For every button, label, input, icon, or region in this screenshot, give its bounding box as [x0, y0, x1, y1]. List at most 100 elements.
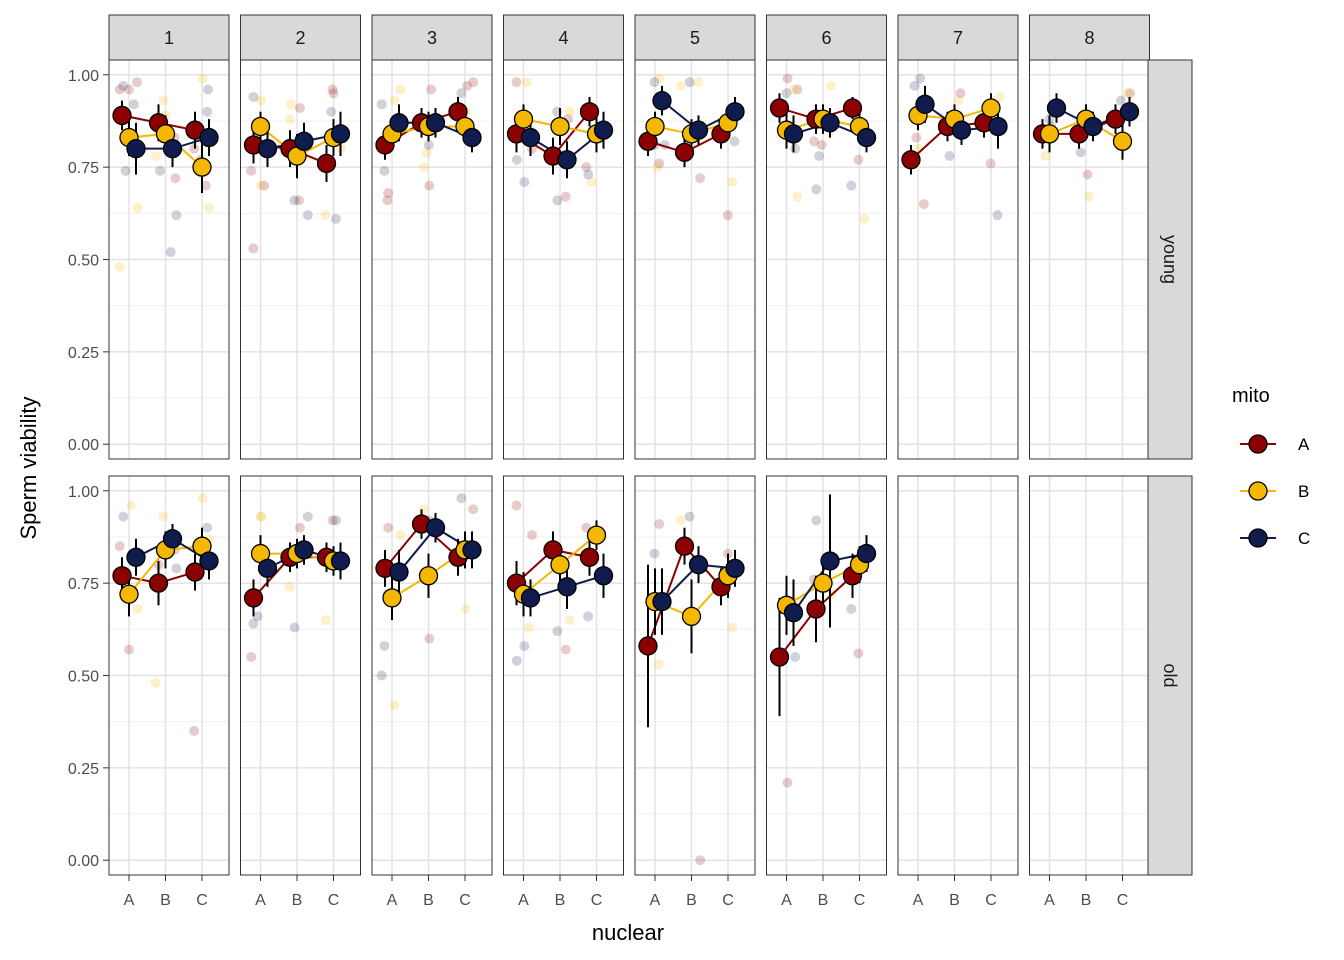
raw-point: [911, 132, 922, 143]
raw-point: [202, 106, 213, 117]
raw-point: [727, 622, 738, 633]
legend: mito A B C: [1232, 385, 1310, 548]
x-tick-label: B: [949, 892, 960, 909]
raw-point: [583, 611, 594, 622]
raw-point: [695, 173, 706, 184]
raw-point: [424, 180, 435, 191]
mean-point: [856, 127, 877, 148]
raw-point: [468, 77, 479, 88]
raw-point: [729, 136, 740, 147]
raw-point: [259, 180, 270, 191]
y-axis-title: Sperm viability: [16, 396, 41, 539]
raw-point: [379, 165, 390, 176]
mean-point: [1119, 102, 1140, 122]
legend-label: A: [1298, 435, 1310, 454]
raw-point: [909, 80, 920, 91]
column-strip: [1029, 14, 1150, 61]
mean-point: [557, 577, 577, 597]
x-axis-title: nuclear: [592, 920, 664, 945]
raw-point: [376, 99, 387, 110]
mean-point: [856, 543, 877, 564]
x-tick-label: A: [650, 892, 661, 909]
mean-point: [638, 636, 658, 656]
column-strip-label: 3: [427, 28, 437, 48]
y-tick-label: 0.25: [68, 761, 99, 778]
panel-border: [503, 475, 624, 876]
raw-point: [782, 73, 793, 84]
mean-point: [645, 116, 665, 137]
mean-point: [1039, 124, 1060, 144]
mean-point: [148, 573, 169, 593]
panel-border: [240, 475, 361, 876]
raw-point: [675, 515, 686, 526]
raw-point: [519, 640, 530, 651]
raw-point: [294, 195, 305, 206]
raw-points-layer: [114, 73, 1136, 866]
raw-point: [944, 151, 955, 162]
column-strip-label: 5: [690, 28, 700, 48]
x-tick-label: C: [985, 892, 997, 909]
raw-point: [790, 143, 801, 154]
raw-point: [1122, 88, 1133, 99]
y-tick-label: 1.00: [68, 68, 99, 85]
row-strip-label: old: [1160, 663, 1180, 687]
raw-point: [654, 519, 665, 530]
mean-point: [783, 603, 804, 623]
raw-point: [327, 515, 338, 526]
mean-point: [257, 558, 278, 579]
y-tick-label: 0.50: [68, 669, 99, 686]
raw-point: [128, 99, 139, 110]
raw-point: [583, 169, 594, 180]
raw-point: [150, 677, 161, 688]
mean-point: [550, 555, 570, 575]
x-tick-label: A: [1044, 892, 1055, 909]
mean-point: [418, 566, 439, 586]
mean-point: [951, 120, 972, 140]
raw-point: [792, 84, 803, 95]
mean-point: [126, 139, 146, 159]
mean-point: [586, 525, 607, 545]
mean-point: [382, 588, 402, 608]
mean-point: [294, 131, 314, 151]
raw-point: [302, 210, 313, 221]
mean-point: [462, 127, 482, 148]
raw-point: [1125, 88, 1136, 99]
raw-point: [727, 176, 738, 187]
raw-point: [132, 77, 143, 88]
mean-point: [813, 573, 833, 593]
column-strip-label: 8: [1084, 28, 1094, 48]
raw-point: [123, 84, 134, 95]
raw-point: [586, 176, 597, 187]
raw-point: [456, 88, 467, 99]
x-tick-label: B: [818, 892, 829, 909]
raw-point: [155, 165, 166, 176]
mean-point: [513, 109, 534, 129]
raw-point: [1083, 191, 1094, 202]
raw-point: [382, 195, 393, 206]
raw-point: [330, 213, 341, 224]
raw-point: [511, 154, 522, 165]
raw-point: [811, 184, 822, 195]
mean-point: [981, 98, 1001, 118]
mean-point: [681, 606, 702, 627]
x-tick-label: B: [160, 892, 171, 909]
raw-point: [395, 84, 406, 95]
y-tick-label: 0.75: [68, 576, 99, 593]
legend-label: B: [1298, 482, 1309, 501]
raw-point: [811, 515, 822, 526]
mean-point: [243, 588, 264, 608]
legend-title: mito: [1232, 385, 1270, 407]
mean-point: [550, 116, 570, 137]
raw-point: [653, 659, 664, 670]
raw-point: [248, 91, 259, 102]
raw-point: [581, 162, 592, 173]
mean-point: [1083, 116, 1103, 137]
raw-point: [790, 652, 801, 663]
mean-point: [294, 540, 314, 560]
raw-point: [246, 165, 257, 176]
raw-point: [846, 604, 857, 614]
raw-point: [1082, 169, 1093, 180]
raw-point: [165, 247, 176, 258]
legend-key-point: [1248, 434, 1268, 454]
raw-point: [788, 84, 799, 95]
